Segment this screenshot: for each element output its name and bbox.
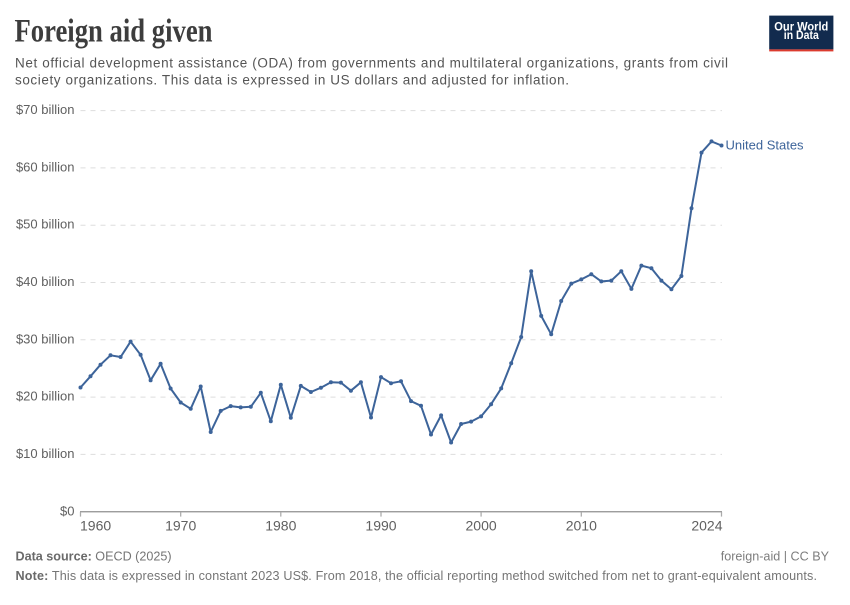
svg-text:$0: $0: [60, 503, 74, 518]
svg-text:United States: United States: [726, 138, 805, 153]
svg-text:$20 billion: $20 billion: [16, 389, 75, 404]
svg-text:Our World: Our World: [774, 20, 828, 34]
svg-text:$40 billion: $40 billion: [16, 274, 75, 289]
svg-text:1980: 1980: [265, 518, 296, 534]
svg-text:2024: 2024: [691, 518, 722, 534]
svg-text:$10 billion: $10 billion: [16, 446, 75, 461]
svg-text:1970: 1970: [165, 518, 196, 534]
svg-text:foreign-aid | CC BY: foreign-aid | CC BY: [721, 549, 830, 563]
svg-text:1960: 1960: [80, 518, 111, 534]
svg-text:Net official development assis: Net official development assistance (ODA…: [15, 55, 728, 70]
svg-text:2000: 2000: [466, 518, 497, 534]
svg-text:society organizations. This da: society organizations. This data is expr…: [15, 73, 569, 88]
svg-text:in Data: in Data: [784, 28, 819, 42]
svg-text:$70 billion: $70 billion: [16, 102, 75, 117]
svg-text:2010: 2010: [566, 518, 597, 534]
svg-text:$30 billion: $30 billion: [16, 331, 75, 346]
svg-text:$50 billion: $50 billion: [16, 217, 75, 232]
svg-text:1990: 1990: [365, 518, 396, 534]
svg-text:Note: This data is expressed i: Note: This data is expressed in constant…: [16, 569, 818, 583]
svg-text:Foreign aid given: Foreign aid given: [15, 13, 213, 49]
svg-text:$60 billion: $60 billion: [16, 159, 75, 174]
svg-text:Data source: OECD (2025): Data source: OECD (2025): [16, 549, 172, 563]
